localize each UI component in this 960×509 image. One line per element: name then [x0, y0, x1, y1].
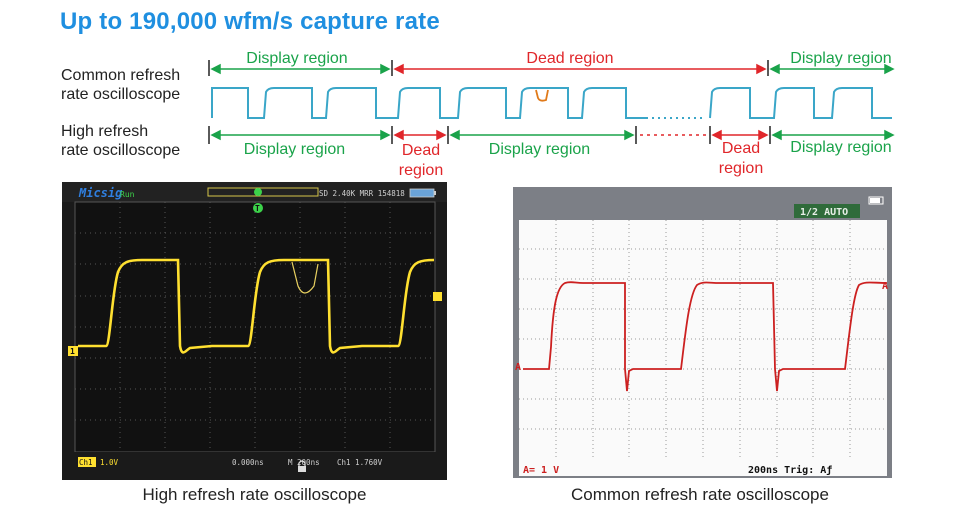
ch-a-scale: A= 1 V — [523, 465, 559, 476]
top-display-left-label: Display region — [246, 50, 348, 67]
bottom-dead-2-label: Dead region — [712, 139, 770, 179]
bottom-dead-2-line2: region — [718, 160, 764, 177]
yellow-trace — [78, 258, 435, 354]
wave-glitch — [535, 89, 549, 102]
mode-badge — [794, 204, 860, 218]
high-scope-svg: Micsig Run SD 2.40K MRR 154818 T 1 — [62, 182, 447, 480]
high-refresh-scope-screen: Micsig Run SD 2.40K MRR 154818 T 1 — [62, 182, 447, 480]
time-trig-readout: 200ns Trig: Aƒ — [748, 464, 832, 476]
battery-icon — [409, 188, 436, 198]
top-dead-arrow — [393, 63, 767, 75]
caption-high-refresh: High refresh rate oscilloscope — [142, 485, 367, 504]
yellow-trace-glitch — [291, 261, 319, 294]
top-display-right-arrow — [769, 63, 895, 75]
high-scope-grid — [75, 202, 435, 452]
caption-common-refresh: Common refresh rate oscilloscope — [571, 485, 829, 504]
headline: Up to 190,000 wfm/s capture rate — [60, 8, 440, 35]
bottom-dead-1-line1: Dead — [401, 142, 441, 159]
lock-icon — [298, 460, 306, 472]
run-state: Run — [120, 190, 135, 199]
trigger-info: Ch1 1.760V — [337, 458, 383, 467]
ch1-badge — [78, 457, 96, 467]
channel-a-marker: A — [515, 362, 521, 373]
top-display-right-label: Display region — [790, 50, 892, 67]
trigger-marker-icon — [253, 203, 263, 213]
bottom-display-1-arrow — [210, 129, 391, 141]
trigger-position-bracket — [207, 187, 319, 197]
common-scope-grid — [519, 220, 887, 458]
timing-diagram: Common refresh rate oscilloscope High re… — [0, 40, 960, 180]
time-offset: 0.000ns — [232, 458, 264, 467]
bottom-display-1-label: Display region — [243, 141, 346, 158]
square-wave — [211, 87, 648, 119]
trigger-marker-label: T — [255, 204, 260, 213]
trigger-position-dot — [254, 188, 262, 196]
high-row-label: High refresh rate oscilloscope — [61, 122, 180, 160]
channel1-marker-label: 1 — [70, 347, 75, 356]
bottom-display-2-arrow — [449, 129, 635, 141]
ch1-badge-label: Ch1 — [79, 458, 93, 467]
common-row-label-line1: Common refresh — [61, 67, 181, 84]
top-dead-label: Dead region — [526, 50, 614, 67]
top-display-left-arrow — [210, 63, 391, 75]
square-wave-tail — [709, 87, 892, 119]
brand-logo: Micsig — [78, 186, 122, 200]
high-row-label-line1: High refresh — [61, 123, 149, 140]
mode-badge-label: 1/2 AUTO — [800, 207, 848, 218]
bottom-dead-1-label: Dead region — [394, 141, 448, 181]
common-scope-svg: 1/2 AUTO A A A= 1 V 200ns Trig: Aƒ — [513, 187, 892, 478]
common-row-label: Common refresh rate oscilloscope — [61, 66, 180, 104]
channel-a-right-marker: A — [882, 281, 888, 292]
bottom-dead-2-arrow — [711, 129, 769, 141]
common-refresh-scope-screen: 1/2 AUTO A A A= 1 V 200ns Trig: Aƒ — [513, 187, 892, 478]
bottom-display-3-label: Display region — [790, 139, 892, 156]
ch1-scale: 1.0V — [100, 458, 119, 467]
bottom-display-2-label: Display region — [488, 141, 591, 158]
red-trace — [523, 281, 888, 392]
battery-icon — [868, 196, 884, 205]
channel1-marker-icon — [68, 346, 78, 356]
top-status-readout: SD 2.40K MRR 154818 — [319, 189, 405, 198]
bottom-dead-1-line2: region — [398, 162, 444, 179]
bottom-dead-2-line1: Dead — [721, 140, 761, 157]
bottom-dead-1-arrow — [393, 129, 447, 141]
trigger-level-marker — [433, 292, 442, 301]
common-row-label-line2: rate oscilloscope — [61, 86, 181, 103]
high-row-label-line2: rate oscilloscope — [61, 142, 181, 159]
timing-diagram-graphics — [208, 60, 895, 144]
bottom-display-3-arrow — [771, 129, 895, 141]
